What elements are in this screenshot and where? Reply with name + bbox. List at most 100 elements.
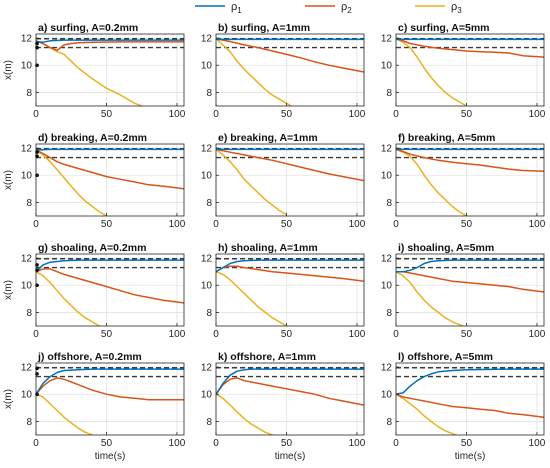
panel: 0 50 100 8 10 12 k) offshore, A=1mm time(s) — [201, 351, 366, 462]
y-tick-label: 12 — [381, 34, 393, 45]
series-line — [396, 393, 458, 435]
x-tick-label: 0 — [213, 109, 219, 120]
panel-title: l) offshore, A=5mm — [398, 351, 493, 363]
plot-area — [216, 144, 364, 216]
y-tick-label: 12 — [21, 254, 33, 265]
series-line — [216, 368, 364, 395]
plot-area — [216, 34, 364, 106]
axes-box — [35, 362, 185, 436]
y-tick-label: 8 — [386, 88, 392, 99]
y-tick-label: 8 — [386, 417, 392, 428]
x-tick-label: 50 — [461, 109, 473, 120]
y-tick-label: 10 — [201, 281, 213, 292]
x-tick-label: 0 — [33, 438, 39, 449]
x-tick-label: 0 — [213, 329, 219, 340]
legend-label: ρ1 — [231, 1, 242, 15]
series-line — [36, 268, 184, 304]
x-tick-label: 100 — [529, 109, 546, 120]
x-tick-label: 100 — [169, 438, 186, 449]
y-tick-label: 12 — [201, 363, 213, 374]
x-tick-label: 0 — [213, 219, 219, 230]
series-line — [216, 148, 287, 216]
x-tick-label: 50 — [461, 438, 473, 449]
x-tick-label: 0 — [393, 329, 399, 340]
panel: 0 50 100 8 10 12 f) breaking, A=5mm — [381, 132, 546, 230]
series-line — [216, 259, 364, 273]
y-axis-label: x(m) — [3, 280, 14, 300]
axes-box — [215, 253, 365, 327]
x-axis-label: time(s) — [275, 451, 306, 462]
panel: 0 50 100 8 10 12 i) shoaling, A=5mm — [381, 242, 546, 340]
y-tick-label: 10 — [381, 61, 393, 72]
panel: 0 50 100 8 10 12 g) shoaling, A=0.2mm x(m) — [3, 242, 186, 340]
series-line — [216, 265, 364, 282]
series-line — [396, 38, 467, 106]
plot-area — [216, 363, 364, 435]
series-line — [396, 393, 544, 419]
panel: 0 50 100 8 10 12 j) offshore, A=0.2mm x(m) time(… — [3, 351, 186, 462]
y-tick-label: 8 — [26, 417, 32, 428]
x-tick-label: 50 — [281, 219, 293, 230]
y-axis-label: x(m) — [3, 389, 14, 409]
y-tick-label: 10 — [21, 61, 33, 72]
series-line — [36, 39, 184, 43]
y-tick-label: 12 — [201, 34, 213, 45]
axes-box — [35, 253, 185, 327]
y-tick-label: 10 — [21, 171, 33, 182]
axes-box — [395, 33, 545, 107]
y-tick-label: 10 — [21, 390, 33, 401]
x-tick-label: 0 — [393, 219, 399, 230]
legend-entry: ρ1 — [195, 1, 242, 15]
plot-area — [36, 254, 184, 326]
series-line — [396, 368, 544, 395]
panel: 0 50 100 8 10 12 e) breaking, A=1mm — [201, 132, 366, 230]
series-line — [216, 393, 277, 435]
legend-label: ρ2 — [341, 1, 352, 15]
y-tick-label: 12 — [21, 363, 33, 374]
panel-title: b) surfing, A=1mm — [218, 22, 310, 34]
panel: 0 50 100 8 10 12 b) surfing, A=1mm — [201, 22, 366, 120]
series-line — [216, 377, 364, 406]
x-tick-label: 0 — [393, 109, 399, 120]
axes-box — [215, 33, 365, 107]
y-tick-label: 10 — [381, 171, 393, 182]
x-tick-label: 50 — [101, 219, 113, 230]
panel: 0 50 100 8 10 12 a) surfing, A=0.2mm x(m) — [3, 22, 186, 120]
series-line — [216, 271, 291, 326]
y-tick-label: 10 — [381, 281, 393, 292]
x-tick-label: 100 — [169, 219, 186, 230]
series-line — [396, 259, 544, 273]
panel-title: j) offshore, A=0.2mm — [37, 351, 142, 363]
x-tick-label: 100 — [169, 109, 186, 120]
series-line — [216, 148, 364, 182]
y-tick-label: 12 — [381, 254, 393, 265]
y-tick-label: 8 — [26, 308, 32, 319]
legend: ρ1 ρ2 ρ3 — [195, 1, 462, 15]
x-tick-label: 100 — [529, 329, 546, 340]
axes-box — [395, 253, 545, 327]
x-tick-label: 100 — [169, 329, 186, 340]
series-line — [216, 38, 364, 73]
series-line — [36, 377, 184, 401]
x-tick-label: 0 — [33, 109, 39, 120]
series-line — [36, 149, 184, 190]
y-tick-label: 8 — [206, 308, 212, 319]
series-line — [396, 148, 467, 216]
plot-area — [396, 254, 544, 326]
y-tick-label: 10 — [201, 61, 213, 72]
x-tick-label: 50 — [101, 109, 113, 120]
x-tick-label: 100 — [529, 219, 546, 230]
axes-box — [35, 143, 185, 217]
x-tick-label: 0 — [33, 329, 39, 340]
y-tick-label: 12 — [381, 144, 393, 155]
x-tick-label: 50 — [281, 109, 293, 120]
x-tick-label: 100 — [349, 438, 366, 449]
panel-title: e) breaking, A=1mm — [218, 132, 318, 144]
y-tick-label: 12 — [201, 254, 213, 265]
series-line — [396, 271, 465, 326]
series-line — [216, 38, 293, 106]
panel-title: a) surfing, A=0.2mm — [38, 22, 138, 34]
plot-area — [36, 34, 184, 106]
series-line — [36, 40, 184, 52]
